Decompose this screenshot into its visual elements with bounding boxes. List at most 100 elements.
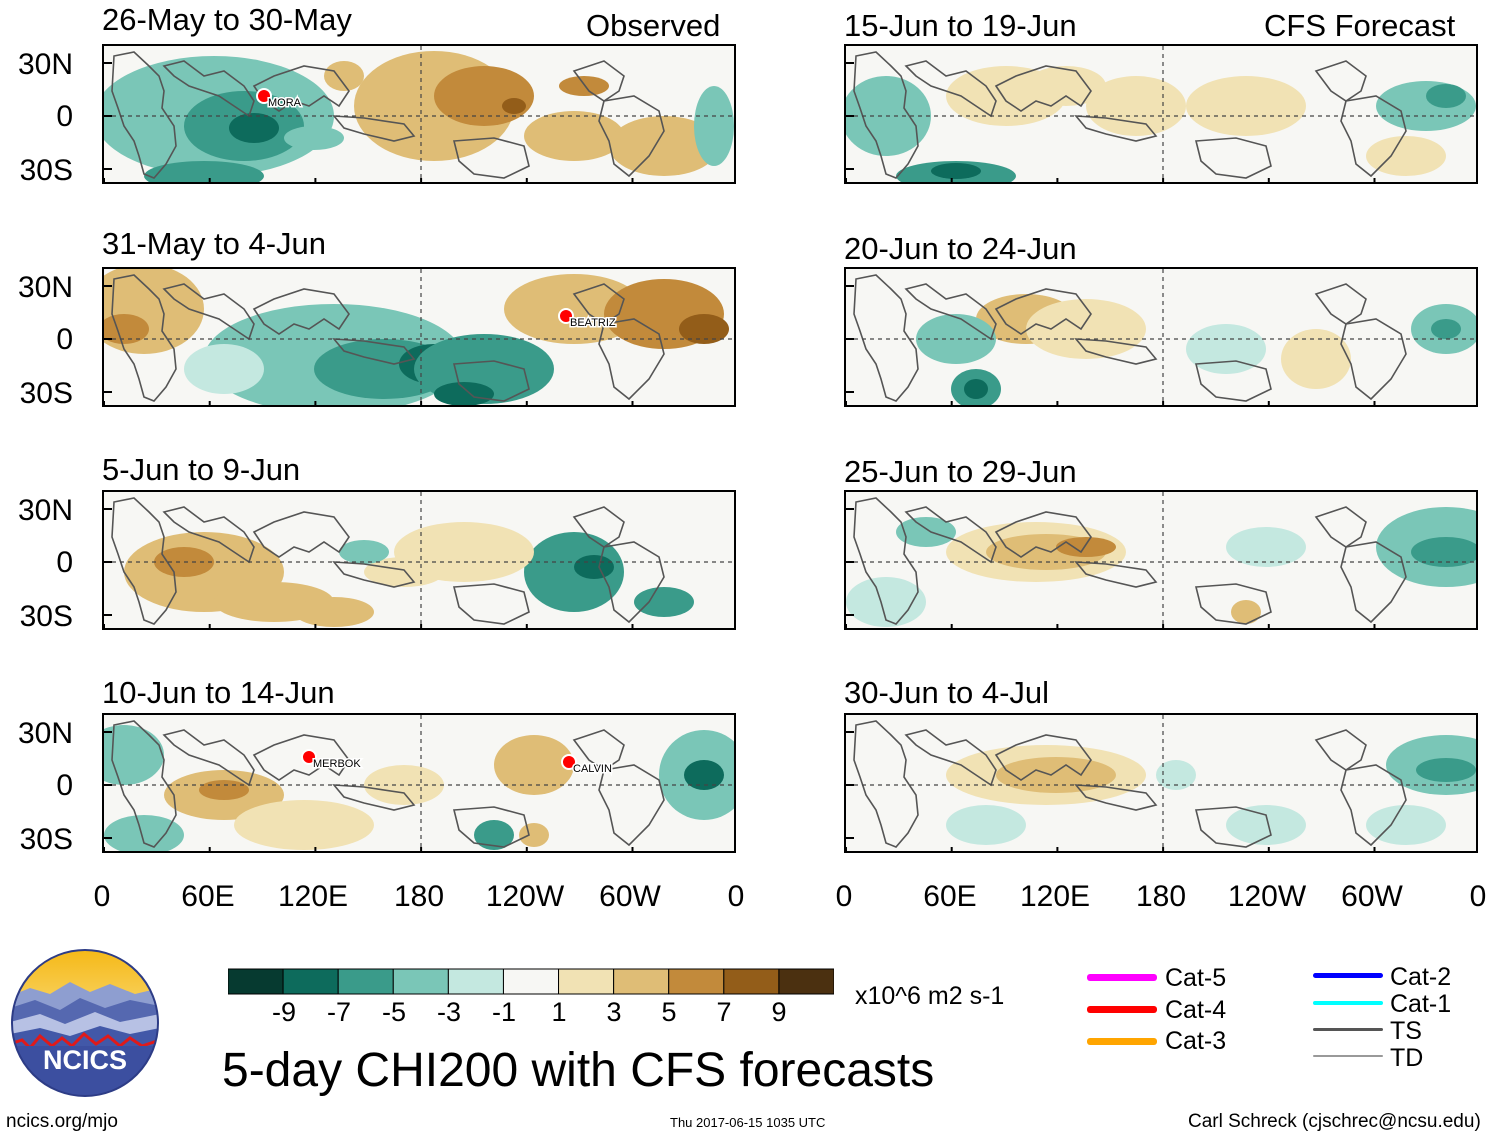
anomaly-contour xyxy=(1226,805,1306,845)
storm-marker xyxy=(301,749,317,765)
colorbar-swatch xyxy=(447,968,504,995)
coastline xyxy=(572,283,625,325)
lon-label: 0 xyxy=(93,880,111,913)
coastline xyxy=(572,506,625,548)
coastline xyxy=(994,511,1092,558)
coastline xyxy=(452,806,530,848)
colorbar-swatch xyxy=(778,968,835,995)
anomaly-contour xyxy=(234,800,374,850)
anomaly-contour xyxy=(104,815,184,851)
lon-label: 60E xyxy=(923,880,977,913)
coastline xyxy=(252,65,350,112)
map-panel-forecast-1 xyxy=(844,44,1478,184)
colorbar-swatch xyxy=(668,968,725,995)
anomaly-contour xyxy=(1186,76,1306,136)
map-panel-observed-2: BEATRIZ xyxy=(102,267,736,407)
coastline xyxy=(1194,583,1272,625)
lat-label-30n: 30N xyxy=(17,717,73,750)
anomaly-contour xyxy=(394,522,534,582)
colorbar-swatch xyxy=(392,968,449,995)
coastline xyxy=(1074,561,1158,588)
coastline xyxy=(853,720,919,848)
coastline xyxy=(111,274,177,402)
coastline xyxy=(1340,764,1407,847)
colorbar-swatch xyxy=(502,968,560,995)
lat-label-eq: 0 xyxy=(56,100,73,133)
anomaly-contour xyxy=(896,517,956,547)
anomaly-contour xyxy=(229,113,279,143)
coastline xyxy=(252,734,350,781)
coastline xyxy=(994,734,1092,781)
legend-label-cat4: Cat-4 xyxy=(1165,996,1227,1024)
anomaly-contour xyxy=(1426,84,1466,108)
colorbar-tick-label: -9 xyxy=(271,997,297,1027)
anomaly-contour xyxy=(634,587,694,617)
coastline xyxy=(1074,338,1158,365)
storm-marker xyxy=(256,88,272,104)
anomaly-contour xyxy=(1226,527,1306,567)
legend-swatch-cat1 xyxy=(1313,1001,1383,1005)
lon-label: 0 xyxy=(727,880,745,913)
anomaly-contour xyxy=(1086,76,1186,136)
anomaly-contour xyxy=(524,532,624,612)
coastline xyxy=(1340,318,1407,401)
coastline xyxy=(332,784,416,811)
lat-label-30n: 30N xyxy=(17,271,73,304)
anomaly-contour xyxy=(524,111,624,161)
anomaly-contour xyxy=(1281,329,1351,389)
colorbar-tick-label: 3 xyxy=(606,997,622,1027)
coastline xyxy=(1314,283,1367,325)
anomaly-contour xyxy=(1156,760,1196,790)
coastline xyxy=(111,720,177,848)
colorbar-tick-label: -7 xyxy=(326,997,352,1027)
anomaly-contour xyxy=(324,61,364,91)
colorbar-swatch xyxy=(558,968,615,995)
anomaly-contour xyxy=(494,735,574,795)
lat-label-30s: 30S xyxy=(19,377,73,410)
panel-title-obs-1: 26-May to 30-May xyxy=(102,2,352,37)
colorbar-tick-label: -5 xyxy=(381,997,407,1027)
footer-url[interactable]: ncics.org/mjo xyxy=(6,1111,118,1132)
coastline xyxy=(252,288,350,335)
lon-label: 60W xyxy=(599,880,661,913)
colorbar xyxy=(227,968,835,1001)
coastline xyxy=(598,764,665,847)
lon-label: 60E xyxy=(181,880,235,913)
lon-label: 120E xyxy=(277,880,349,913)
anomaly-contour xyxy=(946,805,1026,845)
colorbar-swatch xyxy=(227,968,284,995)
anomaly-contour xyxy=(144,161,264,182)
lat-label-eq: 0 xyxy=(56,769,73,802)
panel-title-fcst-3: 25-Jun to 29-Jun xyxy=(844,454,1077,489)
coastline xyxy=(598,95,665,178)
legend-swatch-ts xyxy=(1313,1028,1383,1031)
colorbar-tick-label: 7 xyxy=(716,997,732,1027)
legend-swatch-cat2 xyxy=(1313,973,1383,978)
lon-label: 180 xyxy=(1135,880,1187,913)
coastline xyxy=(1074,784,1158,811)
coastline xyxy=(572,729,625,771)
anomaly-contour xyxy=(1026,299,1146,359)
anomaly-contour xyxy=(474,820,514,850)
anomaly-contour xyxy=(609,116,719,176)
anomaly-contour xyxy=(694,86,734,166)
anomaly-contour xyxy=(1231,600,1261,624)
legend-label-td: TD xyxy=(1390,1044,1424,1072)
lat-label-30s: 30S xyxy=(19,823,73,856)
map-panel-observed-3 xyxy=(102,490,736,630)
colorbar-swatch xyxy=(613,968,670,995)
anomaly-contour xyxy=(339,540,389,564)
main-title: 5-day CHI200 with CFS forecasts xyxy=(222,1044,935,1097)
coastline xyxy=(332,115,416,142)
coastline xyxy=(1314,60,1367,102)
coastline xyxy=(252,511,350,558)
colorbar-swatch xyxy=(337,968,394,995)
anomaly-contour xyxy=(846,577,926,627)
coastline xyxy=(1340,95,1407,178)
anomaly-contour xyxy=(284,126,344,150)
storm-label: MERBOK xyxy=(313,758,361,770)
colorbar-tick-label: 5 xyxy=(661,997,677,1027)
anomaly-contour xyxy=(434,382,494,405)
legend-label-cat5: Cat-5 xyxy=(1165,964,1227,992)
map-panel-forecast-4 xyxy=(844,713,1478,853)
